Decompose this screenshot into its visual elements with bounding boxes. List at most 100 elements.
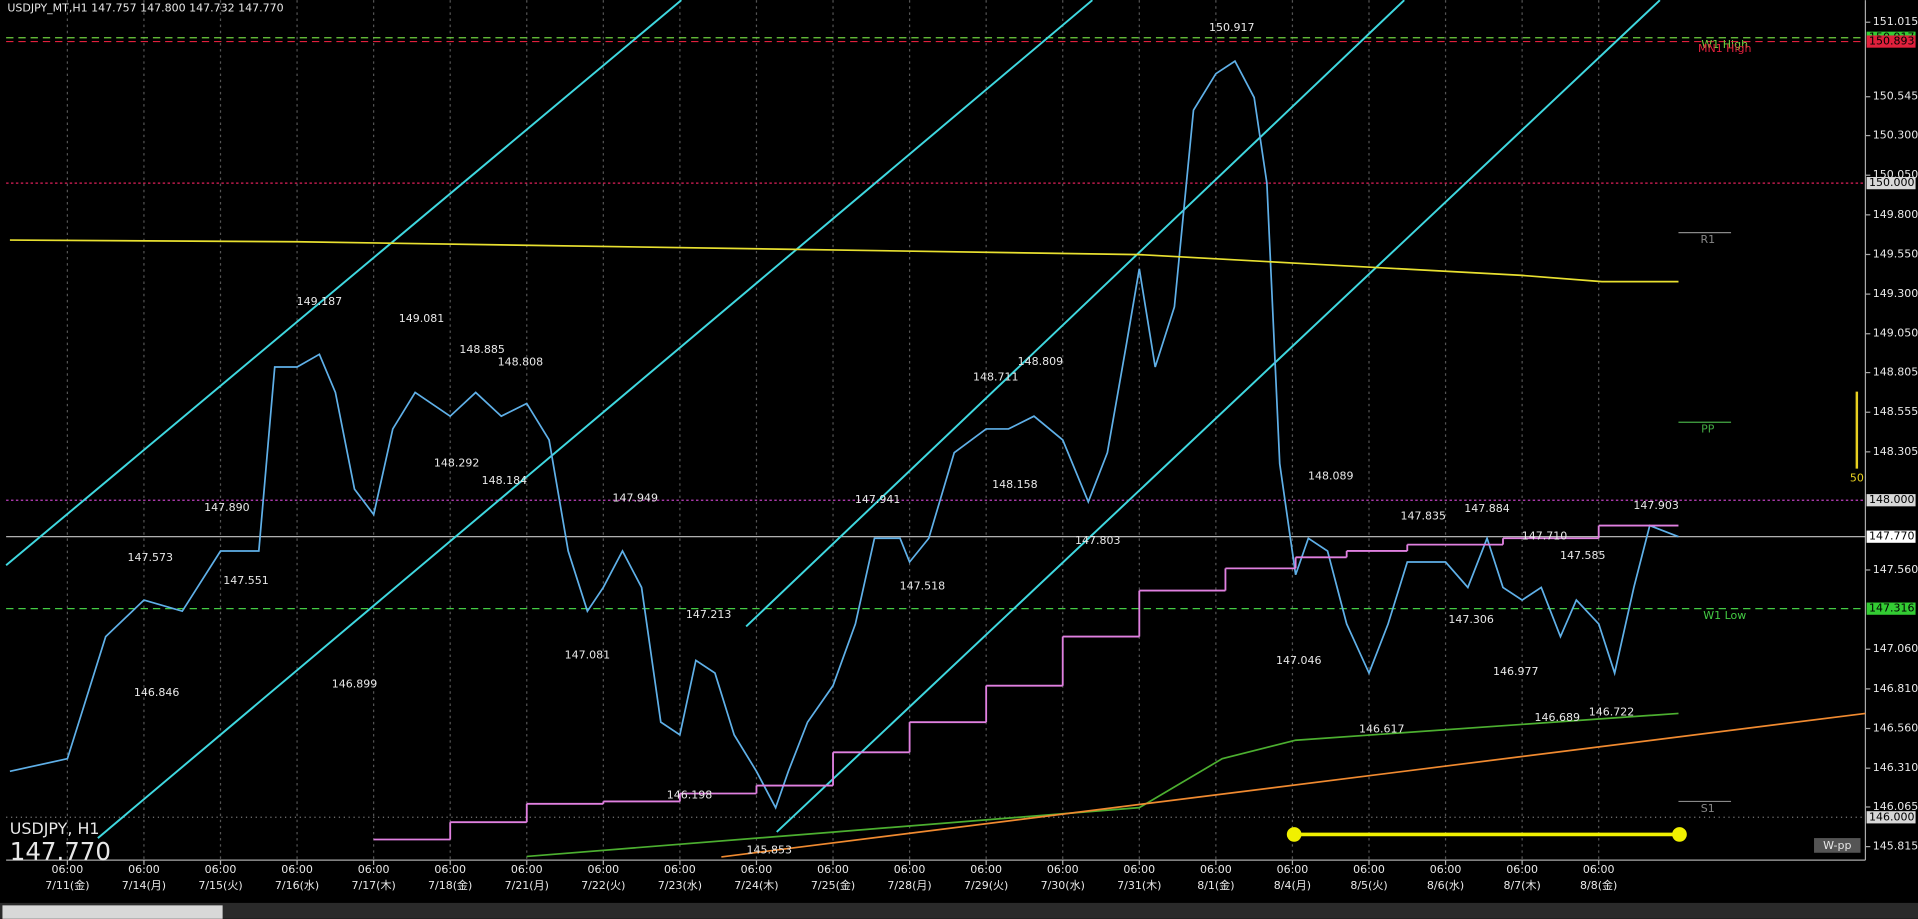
x-tick-label: 06:00 xyxy=(1047,863,1079,876)
date-label: 7/15(火) xyxy=(198,879,242,892)
peak-label: 147.903 xyxy=(1633,499,1678,512)
pivot-name: PP xyxy=(1701,423,1715,436)
price-line xyxy=(9,59,1679,810)
peak-label: 146.617 xyxy=(1359,722,1404,735)
level-name: W1 Low xyxy=(1703,609,1746,622)
x-tick-label: 06:00 xyxy=(358,863,390,876)
x-tick-label: 06:00 xyxy=(281,863,313,876)
y-tick-label: 151.015 xyxy=(1873,15,1918,28)
level-tag-box xyxy=(1866,811,1916,824)
level-tag: 150.893 xyxy=(1869,35,1915,48)
date-label: 8/4(月) xyxy=(1274,879,1311,892)
peak-label: 148.885 xyxy=(459,343,505,356)
last-price: 147.770 xyxy=(10,837,111,866)
channel-line xyxy=(5,0,682,567)
peak-label: 147.573 xyxy=(128,551,174,564)
x-tick-label: 06:00 xyxy=(894,863,926,876)
date-label: 7/23(水) xyxy=(658,879,702,892)
channel-line xyxy=(97,0,1093,839)
x-tick-label: 06:00 xyxy=(970,863,1002,876)
date-label: 7/28(月) xyxy=(887,879,931,892)
range-handle[interactable] xyxy=(1672,827,1687,842)
date-label: 7/17(木) xyxy=(351,879,395,892)
x-tick-label: 06:00 xyxy=(52,863,84,876)
x-tick-label: 06:00 xyxy=(817,863,849,876)
peak-label: 147.710 xyxy=(1522,529,1567,542)
peak-label: 146.977 xyxy=(1493,665,1538,678)
peak-label: 149.187 xyxy=(297,295,343,308)
y-tick-label: 147.060 xyxy=(1873,642,1918,655)
y-tick-label: 150.300 xyxy=(1873,129,1918,142)
level-tag-box xyxy=(1866,35,1916,48)
peak-label: 145.853 xyxy=(746,843,792,856)
price-line xyxy=(9,239,1679,283)
x-tick-label: 06:00 xyxy=(1200,863,1232,876)
peak-label: 148.711 xyxy=(973,371,1019,384)
x-tick-label: 06:00 xyxy=(1430,863,1462,876)
y-tick-label: 150.545 xyxy=(1873,90,1918,103)
date-label: 7/22(火) xyxy=(581,879,625,892)
y-tick-label: 145.815 xyxy=(1873,840,1918,853)
level-tag: 147.316 xyxy=(1869,602,1915,615)
date-label: 7/16(水) xyxy=(275,879,319,892)
y-tick-label: 149.050 xyxy=(1873,327,1918,340)
y-tick-label: 146.810 xyxy=(1873,682,1918,695)
level-tag-box xyxy=(1866,530,1916,543)
date-label: 7/14(月) xyxy=(122,879,166,892)
x-tick-label: 06:00 xyxy=(664,863,696,876)
symbol-label: USDJPY, H1 xyxy=(10,819,100,838)
channels xyxy=(5,0,1661,839)
level-tag: 148.000 xyxy=(1869,493,1915,506)
peak-label: 149.081 xyxy=(399,312,445,325)
x-tick-label: 06:00 xyxy=(1353,863,1385,876)
chart-title: USDJPY_MT,H1 147.757 147.800 147.732 147… xyxy=(7,2,283,15)
date-label: 7/18(金) xyxy=(428,878,472,892)
date-label: 7/29(火) xyxy=(964,879,1008,892)
date-label: 8/6(水) xyxy=(1427,879,1464,892)
price-line xyxy=(526,712,1679,858)
level-name: MN1 High xyxy=(1698,42,1752,55)
y-tick-label: 147.560 xyxy=(1873,563,1918,576)
level-tag: 147.770 xyxy=(1869,530,1915,543)
side-label: 50 xyxy=(1850,471,1864,484)
y-tick-label: 146.065 xyxy=(1873,800,1918,813)
y-tick-label: 148.805 xyxy=(1873,366,1918,379)
date-label: 7/25(金) xyxy=(811,878,855,892)
peak-label: 147.884 xyxy=(1464,502,1509,515)
peak-label: 147.046 xyxy=(1276,654,1322,667)
date-label: 7/11(金) xyxy=(45,878,89,892)
peak-label: 146.846 xyxy=(134,686,180,699)
peak-label: 148.292 xyxy=(434,457,480,470)
date-label: 8/5(火) xyxy=(1350,879,1387,892)
badge-box xyxy=(1814,838,1861,853)
peak-label: 148.808 xyxy=(498,355,544,368)
date-label: 7/21(月) xyxy=(505,879,549,892)
peak-label: 147.081 xyxy=(565,649,611,662)
x-tick-label: 06:00 xyxy=(1123,863,1155,876)
x-tick-label: 06:00 xyxy=(1583,863,1615,876)
peak-label: 147.803 xyxy=(1075,534,1121,547)
date-label: 8/8(金) xyxy=(1580,878,1617,892)
y-tick-label: 146.560 xyxy=(1873,722,1918,735)
peak-label: 146.899 xyxy=(332,678,378,691)
tab[interactable] xyxy=(2,905,223,919)
peak-label: 147.890 xyxy=(204,501,250,514)
price-line xyxy=(721,712,1866,858)
channel-line xyxy=(745,0,1405,628)
date-label: 8/1(金) xyxy=(1197,878,1234,892)
range-handle[interactable] xyxy=(1286,827,1302,842)
peak-label: 148.809 xyxy=(1018,355,1064,368)
date-label: 8/7(木) xyxy=(1503,879,1540,892)
peak-label: 150.917 xyxy=(1209,21,1255,34)
pivot-name: R1 xyxy=(1700,233,1715,246)
level-tag: 150.000 xyxy=(1869,176,1915,189)
level-tag-box xyxy=(1866,177,1916,190)
level-tag: 146.000 xyxy=(1869,810,1915,823)
level-tag-box xyxy=(1866,494,1916,507)
x-tick-label: 06:00 xyxy=(128,863,160,876)
x-tick-label: 06:00 xyxy=(205,863,237,876)
level-tag-box xyxy=(1866,602,1916,615)
peak-label: 147.941 xyxy=(855,493,901,506)
peak-label: 148.184 xyxy=(482,474,528,487)
